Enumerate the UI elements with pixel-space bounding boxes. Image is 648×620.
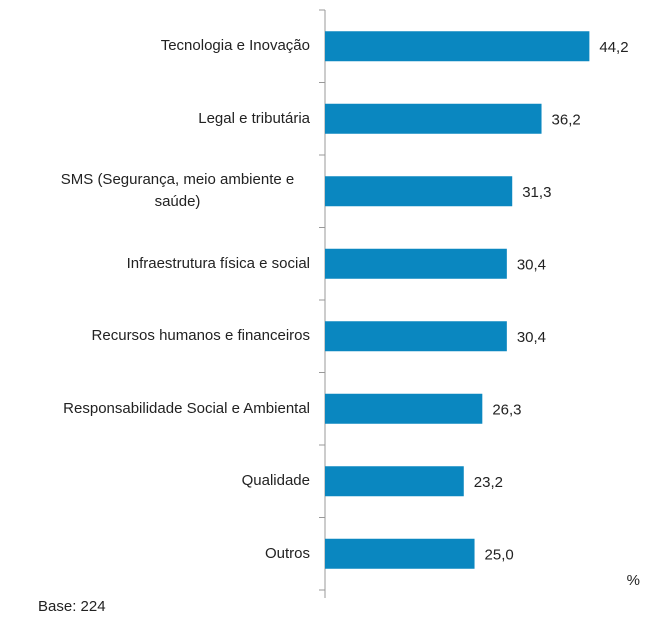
category-label: Tecnologia e Inovação — [160, 37, 310, 55]
value-label: 36,2 — [552, 112, 581, 129]
unit-label: % — [627, 572, 640, 589]
category-label: Recursos humanos e financeiros — [91, 327, 310, 345]
category-label: Infraestrutura física e social — [126, 254, 310, 272]
value-label: 30,4 — [517, 329, 546, 346]
bar — [325, 103, 542, 134]
value-label: 44,2 — [599, 39, 628, 56]
value-label: 26,3 — [492, 402, 521, 419]
value-label: 23,2 — [474, 474, 503, 491]
bar — [325, 248, 507, 279]
category-label-box: Infraestrutura física e social — [127, 234, 310, 294]
category-label-box: Qualidade — [242, 451, 310, 511]
bar — [325, 393, 483, 424]
value-label: 31,3 — [522, 184, 551, 201]
category-label-box: Recursos humanos e financeiros — [92, 306, 310, 366]
category-label-box: Outros — [265, 524, 310, 584]
category-label-box: Legal e tributária — [198, 89, 310, 149]
category-label: Responsabilidade Social e Ambiental — [63, 399, 310, 417]
note: Base: 224 — [38, 598, 106, 615]
category-label: Qualidade — [241, 472, 310, 490]
category-label-box: Tecnologia e Inovação — [161, 16, 310, 76]
category-label: Legal e tributária — [198, 109, 310, 127]
category-label: SMS (Segurança, meio ambiente e saúde) — [60, 171, 295, 211]
bar — [325, 538, 475, 569]
category-label-box: SMS (Segurança, meio ambiente e saúde) — [45, 161, 310, 221]
bar — [325, 321, 507, 352]
bar — [325, 466, 464, 497]
value-label: 25,0 — [485, 547, 514, 564]
value-label: 30,4 — [517, 257, 546, 274]
bar — [325, 31, 590, 62]
category-label-box: Responsabilidade Social e Ambiental — [63, 379, 310, 439]
bar — [325, 176, 513, 207]
category-label: Outros — [264, 544, 310, 562]
